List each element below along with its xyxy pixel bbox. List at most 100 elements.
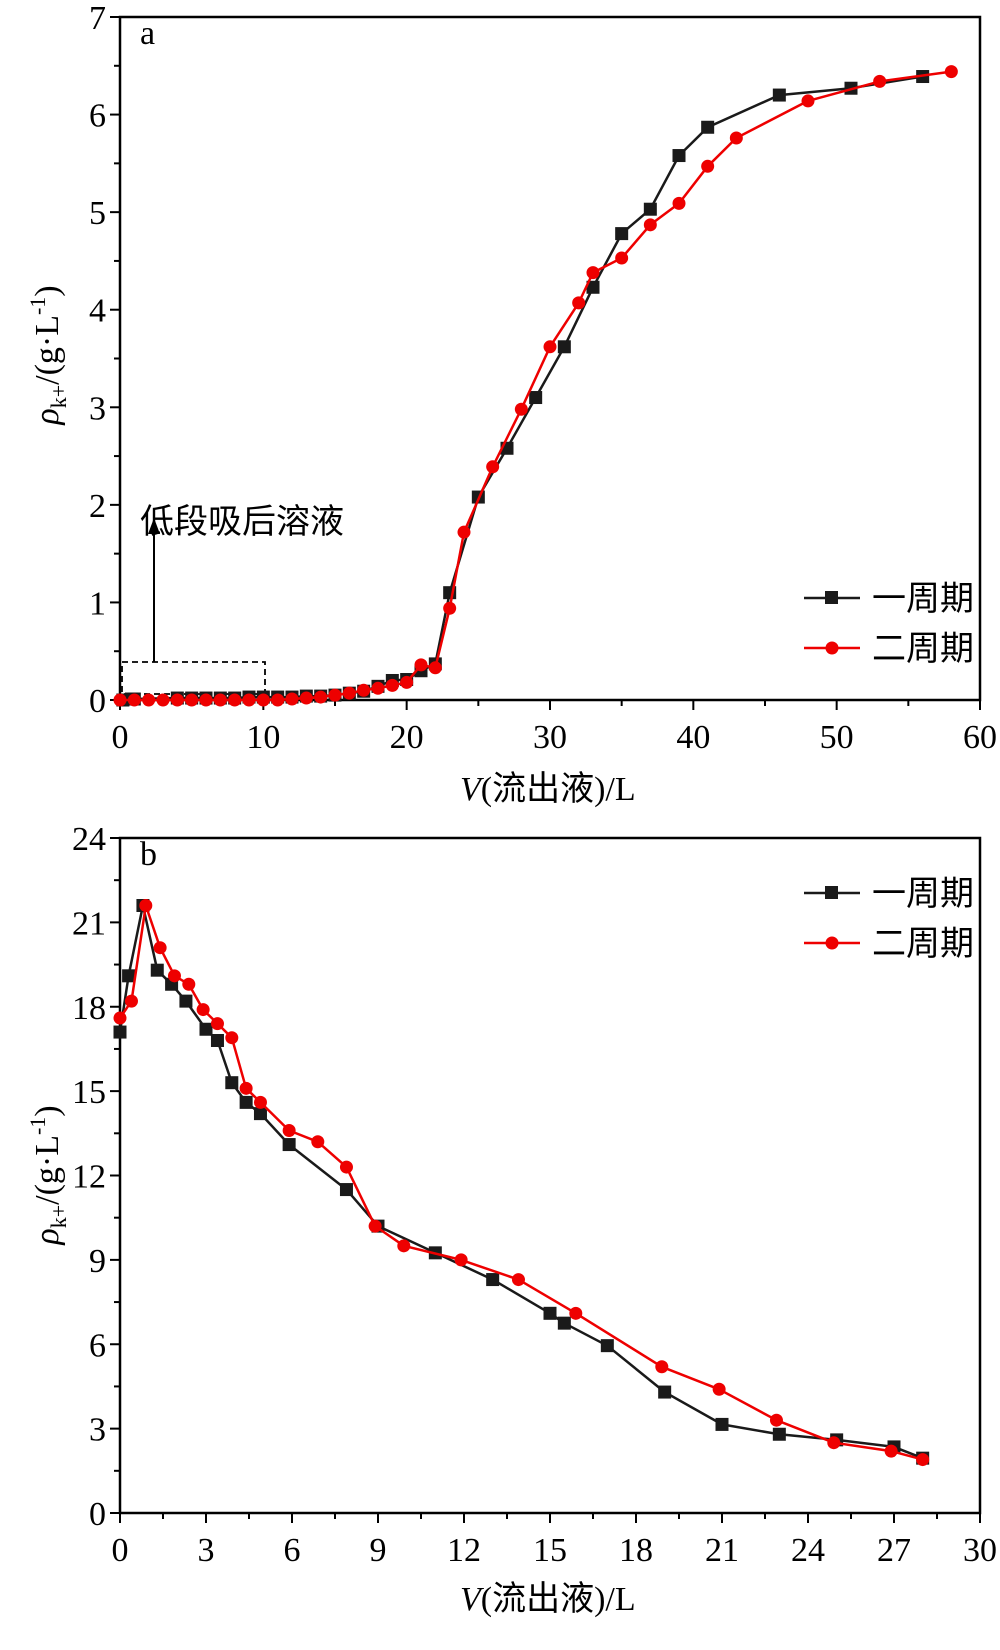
legend-marker-series-2-a	[825, 641, 839, 655]
data-point-a-s2-8	[228, 693, 242, 707]
chart-panel-b: 0 3 6 9 12 15 18 21 24 27 30 0 3 6 9 12 15 18 21 24 b 一周期 …	[25, 821, 997, 1618]
data-point-b-s1-19	[658, 1385, 672, 1399]
data-point-a-s1-31	[701, 120, 715, 134]
data-point-a-s2-31	[643, 218, 657, 232]
x-tick-label-a-0: 0	[112, 719, 129, 756]
legend-marker-series-1-b	[825, 886, 838, 899]
x-tick-label-b-30: 30	[963, 1532, 997, 1569]
x-tick-label-b-9: 9	[370, 1532, 387, 1569]
data-point-b-s2-4	[167, 969, 181, 983]
data-point-a-s2-27	[543, 340, 557, 354]
y-tick-label-a-6: 6	[89, 98, 106, 135]
data-point-b-s1-12	[339, 1183, 353, 1197]
legend-label-series-2-b: 二周期	[872, 926, 974, 963]
data-point-b-s1-0	[113, 1025, 127, 1039]
data-point-a-s2-1	[127, 693, 141, 707]
data-point-a-s2-23	[443, 601, 457, 615]
legend-b: 一周期 二周期	[804, 876, 974, 963]
data-point-b-s1-5	[179, 994, 193, 1008]
data-point-b-s1-16	[543, 1306, 557, 1320]
y-tick-label-b-9: 9	[89, 1243, 106, 1280]
y-tick-label-b-24: 24	[72, 821, 106, 858]
data-point-a-s2-12	[285, 692, 299, 706]
y-tick-label-a-0: 0	[89, 683, 106, 720]
data-point-a-s1-25	[529, 391, 543, 405]
data-point-a-s2-30	[615, 251, 629, 265]
y-axis-title-b: ρk+/(g·L-1)	[25, 1105, 71, 1245]
data-point-b-s2-18	[569, 1306, 583, 1320]
series-layer-b	[113, 899, 930, 1467]
data-point-b-s2-14	[368, 1219, 382, 1233]
data-point-b-s2-20	[712, 1382, 726, 1396]
data-point-a-s2-0	[113, 693, 127, 707]
y-tick-label-b-12: 12	[72, 1159, 106, 1196]
x-tick-label-b-27: 27	[877, 1532, 911, 1569]
x-tick-label-b-3: 3	[198, 1532, 215, 1569]
data-point-b-s2-11	[282, 1124, 296, 1137]
legend-marker-series-2-b	[825, 936, 839, 950]
data-point-b-s2-21	[769, 1413, 783, 1427]
data-point-b-s1-17	[557, 1316, 571, 1330]
svg-text:ρk+/(g·L-1): ρk+/(g·L-1)	[25, 1105, 71, 1245]
x-axis-title-b: V(流出液)/L	[460, 1580, 636, 1618]
data-point-a-s2-16	[342, 686, 356, 700]
y-tick-label-b-6: 6	[89, 1327, 106, 1364]
data-point-a-s2-20	[400, 675, 414, 689]
data-point-a-s1-30	[672, 149, 686, 163]
panel-label-a: a	[140, 15, 155, 52]
data-point-b-s2-15	[397, 1239, 411, 1253]
legend-label-series-1-a: 一周期	[872, 581, 974, 618]
x-tick-label-b-18: 18	[619, 1532, 653, 1569]
x-tick-label-b-15: 15	[533, 1532, 567, 1569]
x-axis-title-a: V(流出液)/L	[460, 770, 636, 808]
x-tick-label-b-0: 0	[112, 1532, 129, 1569]
data-point-a-s1-28	[615, 227, 629, 241]
series-layer-a	[113, 65, 958, 707]
data-point-b-s1-9	[239, 1095, 253, 1109]
data-point-a-s2-24	[457, 525, 471, 539]
series-line-b-1	[118, 904, 924, 1460]
y-tick-labels-a: 0 1 2 3 4 5 6 7	[89, 0, 106, 720]
y-tick-labels-b: 0 3 6 9 12 15 18 21 24	[72, 821, 106, 1533]
y-tick-label-b-21: 21	[72, 905, 106, 942]
data-point-a-s2-37	[944, 65, 958, 79]
legend-label-series-1-b: 一周期	[872, 876, 974, 913]
y-tick-label-b-15: 15	[72, 1074, 106, 1111]
data-point-a-s2-3	[156, 693, 170, 707]
data-point-b-s1-3	[150, 963, 164, 977]
data-point-a-s2-15	[328, 688, 342, 702]
data-point-a-s2-35	[801, 94, 815, 108]
x-tick-label-a-10: 10	[246, 719, 280, 756]
svg-text:ρk+/(g·L-1): ρk+/(g·L-1)	[25, 285, 71, 425]
x-tick-label-b-24: 24	[791, 1532, 825, 1569]
y-tick-label-a-1: 1	[89, 585, 106, 622]
data-point-a-s2-33	[701, 159, 715, 173]
annotation-text: 低段吸后溶液	[140, 503, 344, 541]
data-point-b-s1-10	[253, 1107, 267, 1121]
data-point-a-s2-4	[170, 693, 184, 707]
y-tick-label-a-2: 2	[89, 488, 106, 525]
legend-a: 一周期 二周期	[804, 581, 974, 668]
data-point-a-s2-18	[371, 681, 385, 695]
data-point-b-s1-8	[225, 1076, 239, 1090]
data-point-a-s2-9	[242, 693, 256, 707]
annotation-dashed-box	[121, 661, 266, 695]
x-tick-label-a-30: 30	[533, 719, 567, 756]
data-point-b-s2-9	[239, 1081, 253, 1095]
data-point-a-s1-32	[772, 88, 786, 102]
data-point-a-s2-6	[199, 693, 213, 707]
data-point-b-s2-0	[113, 1011, 127, 1025]
data-point-a-s2-28	[572, 296, 586, 310]
x-tick-labels-b: 0 3 6 9 12 15 18 21 24 27 30	[112, 1532, 998, 1569]
y-tick-label-b-0: 0	[89, 1496, 106, 1533]
data-point-b-s2-12	[311, 1135, 325, 1149]
data-point-b-s2-2	[139, 899, 153, 912]
data-point-b-s1-7	[210, 1034, 224, 1047]
y-tick-label-a-7: 7	[89, 0, 106, 37]
data-point-a-s2-34	[729, 131, 743, 145]
data-point-b-s1-11	[282, 1138, 296, 1152]
data-point-b-s1-21	[772, 1427, 786, 1441]
data-point-a-s2-11	[271, 693, 285, 707]
data-point-a-s2-29	[586, 266, 600, 280]
